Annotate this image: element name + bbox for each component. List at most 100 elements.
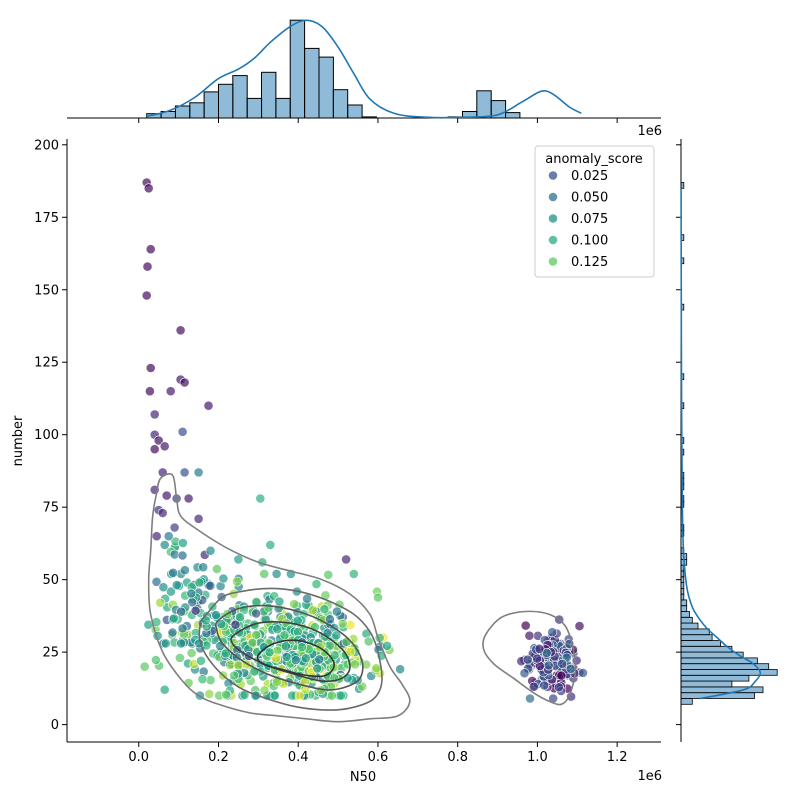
- right-histogram-bar: [680, 645, 733, 653]
- legend-label: 0.075: [571, 212, 608, 227]
- scatter-point: [269, 690, 280, 701]
- scatter-point: [193, 467, 204, 478]
- scatter-point: [201, 615, 211, 626]
- scatter-point: [525, 693, 535, 704]
- top-marginal-offset-label: 1e6: [637, 124, 662, 139]
- top-histogram-bar: [505, 112, 521, 119]
- scatter-point: [319, 604, 330, 615]
- right-histogram-bar: [680, 622, 699, 630]
- scatter-point: [395, 664, 405, 675]
- scatter-point: [251, 629, 262, 640]
- top-histogram-bar: [246, 97, 263, 119]
- scatter-point: [312, 663, 323, 674]
- scatter-point: [556, 670, 567, 681]
- legend-frame: [534, 145, 655, 278]
- scatter-point: [255, 493, 266, 504]
- y-axis-ticks: 0 25 50 75 100 125 150 175 200: [34, 138, 67, 733]
- right-histogram-bar: [680, 611, 690, 618]
- top-histogram-bar: [304, 47, 320, 119]
- scatter-point: [179, 467, 190, 478]
- scatter-point: [151, 576, 162, 587]
- scatter-point: [363, 636, 374, 647]
- scatter-point: [230, 619, 241, 630]
- scatter-point: [197, 674, 208, 685]
- x-tick-label: 0.2: [208, 750, 229, 765]
- top-histogram-bar: [476, 90, 492, 119]
- scatter-point: [235, 612, 245, 623]
- x-axis-offset-label: 1e6: [637, 769, 662, 784]
- legend-marker: [548, 213, 558, 224]
- scatter-point: [205, 580, 216, 591]
- scatter-point: [341, 554, 351, 565]
- scatter-point: [345, 646, 356, 657]
- scatter-point: [251, 608, 262, 619]
- scatter-point: [194, 577, 205, 588]
- scatter-point: [142, 261, 153, 272]
- legend-label: 0.100: [571, 234, 608, 249]
- scatter-point: [519, 668, 530, 679]
- kde-contour-line: [147, 473, 411, 723]
- scatter-point: [279, 630, 290, 641]
- scatter-point: [373, 592, 383, 603]
- scatter-point: [331, 606, 342, 617]
- right-histogram-bar: [680, 686, 764, 694]
- scatter-point: [263, 602, 274, 613]
- scatter-point: [196, 655, 206, 666]
- y-tick-label: 50: [42, 573, 59, 588]
- scatter-point: [265, 540, 276, 550]
- right-histogram-bar: [680, 634, 713, 641]
- scatter-point: [167, 627, 178, 638]
- scatter-point: [149, 444, 160, 455]
- scatter-point: [171, 580, 182, 590]
- legend: anomaly_score 0.025 0.050 0.075 0.100 0.125: [534, 145, 655, 278]
- scatter-point: [233, 660, 244, 671]
- scatter-point: [539, 680, 550, 691]
- scatter-point: [150, 655, 161, 665]
- scatter-point: [203, 400, 214, 411]
- scatter-point: [300, 653, 311, 664]
- scatter-point: [382, 640, 392, 651]
- scatter-point: [155, 597, 166, 608]
- legend-marker: [548, 256, 558, 267]
- scatter-point: [547, 627, 558, 638]
- scatter-point: [324, 614, 335, 625]
- y-tick-label: 125: [34, 356, 59, 371]
- scatter-plot-area: [139, 177, 588, 723]
- scatter-point: [348, 569, 359, 579]
- scatter-point: [229, 670, 239, 681]
- scatter-point: [247, 637, 258, 648]
- scatter-point: [225, 660, 235, 670]
- legend-label: 0.125: [571, 255, 608, 270]
- scatter-point: [177, 550, 188, 561]
- top-kde-curve: [146, 19, 582, 119]
- top-histogram-bar: [318, 56, 334, 119]
- scatter-point: [251, 597, 262, 608]
- scatter-point: [565, 663, 576, 674]
- legend-marker: [548, 170, 558, 181]
- scatter-point: [350, 659, 360, 670]
- scatter-point: [543, 660, 554, 671]
- y-tick-label: 100: [34, 428, 59, 443]
- scatter-point: [534, 643, 545, 654]
- scatter-point: [179, 565, 190, 576]
- scatter-point: [281, 652, 292, 662]
- scatter-point: [520, 620, 531, 631]
- y-tick-label: 25: [42, 646, 59, 661]
- scatter-point: [159, 441, 170, 452]
- scatter-point: [280, 641, 291, 652]
- scatter-point: [169, 522, 180, 533]
- legend-entries: 0.025 0.050 0.075 0.100 0.125: [548, 169, 608, 270]
- kde-contour-line: [482, 610, 577, 706]
- right-histogram-bar: [680, 628, 710, 636]
- scatter-point: [149, 409, 160, 420]
- scatter-point: [232, 576, 242, 587]
- scatter-point: [193, 513, 204, 524]
- top-histogram-bar: [332, 89, 349, 119]
- scatter-point: [177, 426, 188, 437]
- scatter-point: [144, 386, 155, 397]
- x-axis-label: N50: [350, 770, 376, 785]
- scatter-point: [145, 363, 156, 373]
- scatter-point: [307, 605, 318, 616]
- scatter-point: [289, 599, 300, 609]
